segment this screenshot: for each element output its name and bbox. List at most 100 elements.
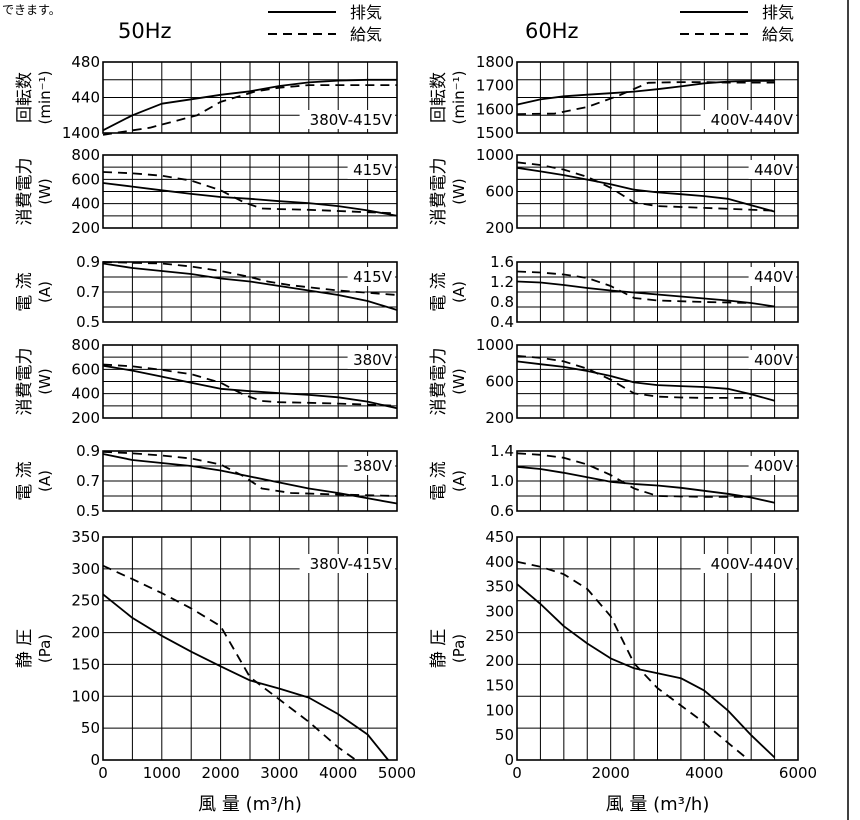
y-axis-label: 電 流 xyxy=(429,461,449,500)
y-tick-label: 1.2 xyxy=(490,273,514,291)
y-tick-label: 0.6 xyxy=(490,502,514,520)
voltage-label-bg xyxy=(748,456,796,475)
panel-frame xyxy=(516,261,799,323)
y-tick-label: 350 xyxy=(71,528,100,546)
panel-power2: 200 600 1000 消費電力 (W) 400V xyxy=(429,336,799,427)
exhaust-curve xyxy=(102,262,398,311)
panel-rpm: 1400 440 480 回転数 (min⁻¹) 380V-415V xyxy=(15,53,398,142)
x-tick-label: 4000 xyxy=(685,764,723,782)
y-axis-unit: (A) xyxy=(36,281,54,303)
exhaust-curve xyxy=(102,182,398,217)
exhaust-curve xyxy=(516,166,775,213)
y-tick-label: 250 xyxy=(71,592,100,610)
y-tick-label: 200 xyxy=(485,409,514,427)
y-tick-label: 1400 xyxy=(62,124,100,142)
y-tick-label: 1500 xyxy=(476,124,514,142)
y-tick-label: 100 xyxy=(71,687,100,705)
panel-frame xyxy=(102,154,398,229)
y-axis-unit: (min⁻¹) xyxy=(450,71,468,125)
y-axis-label: 回転数 xyxy=(429,72,449,123)
voltage-label: 400V xyxy=(754,457,794,475)
exhaust-curve xyxy=(516,360,775,402)
y-axis-unit: (W) xyxy=(36,178,54,205)
supply-curve xyxy=(516,355,752,399)
frequency-header: 50Hz xyxy=(118,19,172,43)
legend-exhaust-label: 排気 xyxy=(762,3,794,22)
supply-curve xyxy=(102,564,357,761)
legend-supply-label: 給気 xyxy=(762,25,794,44)
panel-power1: 200 600 1000 消費電力 (W) 440V xyxy=(429,146,799,237)
x-tick-label: 1000 xyxy=(143,764,181,782)
panel-frame xyxy=(516,61,799,134)
panel-current2: 0.5 0.7 0.9 電 流 (A) 380V xyxy=(15,442,398,520)
y-tick-label: 440 xyxy=(71,89,100,107)
exhaust-curve xyxy=(102,78,397,132)
y-tick-label: 300 xyxy=(485,602,514,620)
y-tick-label: 50 xyxy=(495,726,514,744)
panel-power2: 200 400 600 800 消費電力 (W) 380V xyxy=(15,336,398,427)
y-axis-unit: (Pa) xyxy=(450,634,468,663)
y-tick-label: 0 xyxy=(90,751,100,769)
y-axis-label: 回転数 xyxy=(15,72,35,123)
y-axis-unit: (Pa) xyxy=(36,634,54,663)
panel-frame xyxy=(102,450,398,512)
y-tick-label: 0 xyxy=(504,751,514,769)
voltage-label-bg xyxy=(748,160,796,179)
y-tick-label: 800 xyxy=(71,336,100,354)
panel-rpm: 1500 1600 1700 1800 回転数 (min⁻¹) 400V-440V xyxy=(429,53,799,142)
y-tick-label: 1600 xyxy=(476,100,514,118)
y-axis-unit: (A) xyxy=(450,470,468,492)
y-tick-label: 250 xyxy=(485,627,514,645)
exhaust-curve xyxy=(102,453,398,505)
y-tick-label: 350 xyxy=(485,578,514,596)
y-axis-label: 電 流 xyxy=(429,272,449,311)
panel-frame xyxy=(516,450,799,512)
voltage-label: 440V xyxy=(754,268,794,286)
supply-curve xyxy=(102,84,397,136)
y-axis-label: 静 圧 xyxy=(429,629,449,668)
y-tick-label: 600 xyxy=(71,170,100,188)
y-tick-label: 0.4 xyxy=(490,313,514,331)
y-axis-label: 消費電力 xyxy=(15,348,35,416)
y-tick-label: 200 xyxy=(71,624,100,642)
supply-curve xyxy=(516,81,775,115)
panel-frame xyxy=(516,344,799,419)
y-tick-label: 150 xyxy=(71,655,100,673)
y-tick-label: 1.0 xyxy=(490,472,514,490)
y-axis-unit: (W) xyxy=(450,368,468,395)
voltage-label-bg xyxy=(748,267,796,286)
panel-frame xyxy=(102,61,398,134)
y-tick-label: 1700 xyxy=(476,77,514,95)
panel-frame xyxy=(102,261,398,323)
y-tick-label: 400 xyxy=(485,553,514,571)
frequency-header: 60Hz xyxy=(525,19,579,43)
voltage-label: 380V-415V xyxy=(310,111,393,129)
y-tick-label: 480 xyxy=(71,53,100,71)
exhaust-curve xyxy=(102,593,389,761)
y-tick-label: 1.4 xyxy=(490,442,514,460)
y-tick-label: 0.9 xyxy=(76,442,100,460)
x-tick-label: 6000 xyxy=(779,764,817,782)
voltage-label-bg xyxy=(347,160,395,179)
y-axis-unit: (W) xyxy=(450,178,468,205)
supply-curve xyxy=(102,363,398,407)
x-tick-label: 4000 xyxy=(319,764,357,782)
y-tick-label: 800 xyxy=(71,146,100,164)
supply-curve xyxy=(516,560,750,761)
legend-exhaust-label: 排気 xyxy=(350,3,382,22)
supply-curve xyxy=(516,270,752,304)
y-axis-unit: (A) xyxy=(36,470,54,492)
y-tick-label: 0.7 xyxy=(76,472,100,490)
supply-curve xyxy=(102,261,398,296)
voltage-label-bg xyxy=(299,110,395,129)
y-axis-label: 静 圧 xyxy=(15,629,35,668)
x-axis-label: 風 量 (m³/h) xyxy=(198,794,302,815)
y-tick-label: 0.5 xyxy=(76,502,100,520)
y-tick-label: 100 xyxy=(485,701,514,719)
y-tick-label: 0.9 xyxy=(76,253,100,271)
panel-frame xyxy=(102,536,398,761)
y-tick-label: 600 xyxy=(485,373,514,391)
exhaust-curve xyxy=(516,80,775,106)
